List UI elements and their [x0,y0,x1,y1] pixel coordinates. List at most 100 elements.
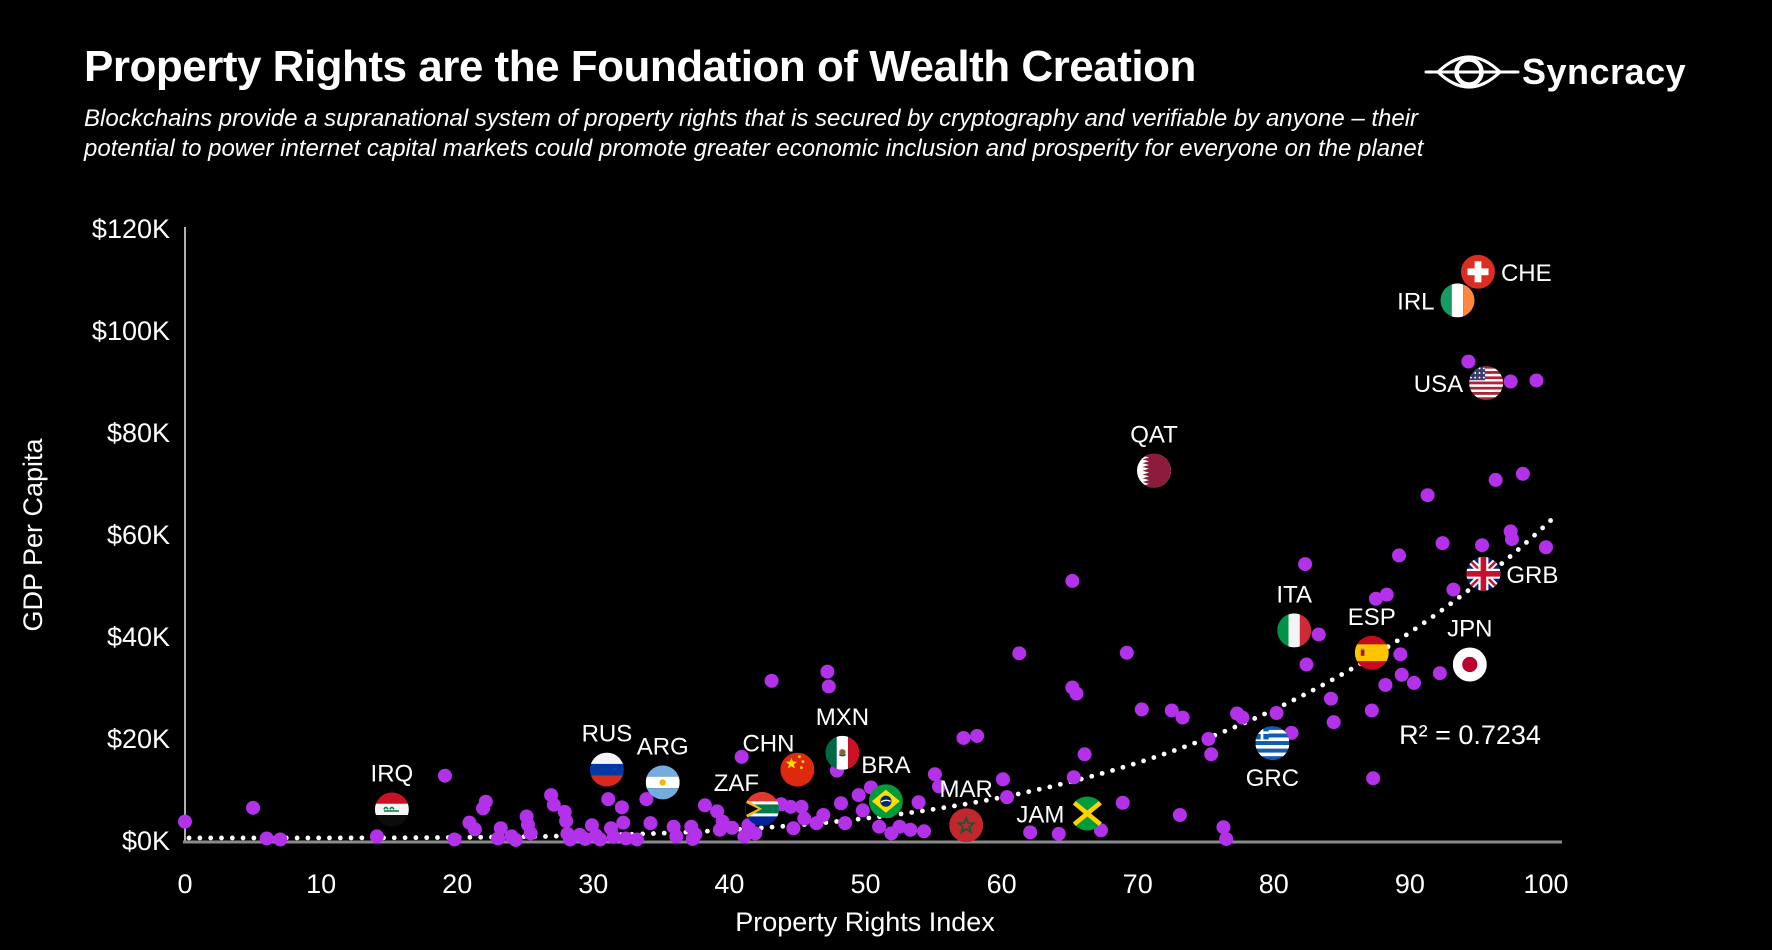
trendline-dot [305,835,311,841]
data-point [794,799,809,814]
data-point [1364,703,1379,718]
country-flag-JAM [1070,796,1105,831]
trendline-dot [543,833,548,839]
data-point [616,815,631,830]
trendline-dot [1507,554,1513,559]
trendline-dot [1540,525,1546,531]
data-point [1432,666,1447,681]
y-tick-label-$0K: $0K [122,826,170,856]
syncracy-eye-icon [1424,55,1520,89]
data-point [1201,732,1216,746]
data-point [820,664,835,679]
trendline-dot [251,835,257,841]
trendline-dot [1412,626,1418,632]
country-flag-MXN [825,735,860,770]
data-point [931,779,946,794]
trendline-dot [952,803,957,809]
x-tick-label-40: 40 [714,869,744,899]
data-point [1298,557,1313,572]
trendline-dot [1291,697,1297,703]
data-point [593,832,608,847]
data-point [1216,820,1231,835]
trendline-dot [1110,767,1115,773]
trendline-dot [413,835,419,841]
data-point [1488,472,1503,487]
data-point [697,798,712,813]
data-point [437,768,452,783]
data-point [748,826,763,841]
data-point [601,792,616,807]
country-label-CHN: CHN [742,731,794,758]
y-tick-label-$120K: $120K [92,214,170,244]
country-flag-JPN [1452,647,1487,682]
trendline-dot [780,823,786,829]
trendline-dot [909,810,915,815]
data-point [892,819,907,834]
country-flag-IRQ [374,792,409,827]
data-point [1119,645,1134,660]
trendline-dot [1403,632,1409,638]
country-label-BRA: BRA [861,752,910,779]
trendline-dot [240,835,246,841]
trendline-dot [1120,764,1126,770]
data-point [995,772,1010,787]
x-tick-label-10: 10 [306,869,336,899]
data-point [259,831,274,846]
data-point [1475,538,1490,553]
trendline-dot [1089,773,1095,779]
trendline-dot [983,797,989,803]
data-point [1311,627,1326,642]
data-point [1378,677,1393,692]
data-point [1065,573,1080,588]
x-tick-label-70: 70 [1123,869,1153,899]
trendline-dot [930,806,936,812]
trendline-dot [1141,758,1146,764]
trendline-dot [197,835,203,841]
country-flag-ESP [1354,635,1389,670]
trendline-dot [186,835,192,841]
trendline-dot [1310,687,1316,693]
trendline-dot [1015,791,1021,797]
trendline-dot [1532,532,1537,538]
trendline-dot [1465,588,1471,594]
data-point [1504,532,1519,547]
data-point [764,673,779,688]
data-point [786,821,801,836]
trendline-dot [1430,614,1436,619]
trendline-dot [834,819,840,824]
y-tick-label-$20K: $20K [107,724,170,754]
data-point [1219,831,1234,846]
y-axis-title: GDP Per Capita [18,437,48,631]
data-point [493,821,508,836]
data-point [1164,703,1179,718]
data-point [467,822,482,837]
data-point [1446,582,1461,597]
data-point [970,728,985,743]
trendline-dot [1524,539,1529,545]
data-points [178,354,1553,847]
data-point [1115,795,1130,810]
x-tick-label-60: 60 [987,869,1017,899]
data-point [246,800,261,815]
trendline-dot [1232,724,1238,730]
trendline-dot [962,801,968,807]
data-point [1269,705,1284,720]
country-label-JAM: JAM [1016,801,1064,828]
data-point [1077,747,1092,762]
data-point [688,827,703,842]
x-tick-label-20: 20 [442,869,472,899]
country-label-IRL: IRL [1397,288,1434,315]
trendline-dot [1448,601,1454,607]
chart-subtitle: Blockchains provide a supranational syst… [84,104,1423,164]
country-flag-CHE [1461,254,1495,289]
syncracy-logo-text: Syncracy [1522,51,1687,92]
country-label-MAR: MAR [940,776,993,803]
data-point [956,730,971,745]
trendline-dot [316,835,322,841]
data-point [546,797,561,812]
trendline-dot [467,834,473,840]
data-point [725,820,740,835]
x-tick-label-80: 80 [1259,869,1289,899]
x-axis-title: Property Rights Index [735,907,995,937]
